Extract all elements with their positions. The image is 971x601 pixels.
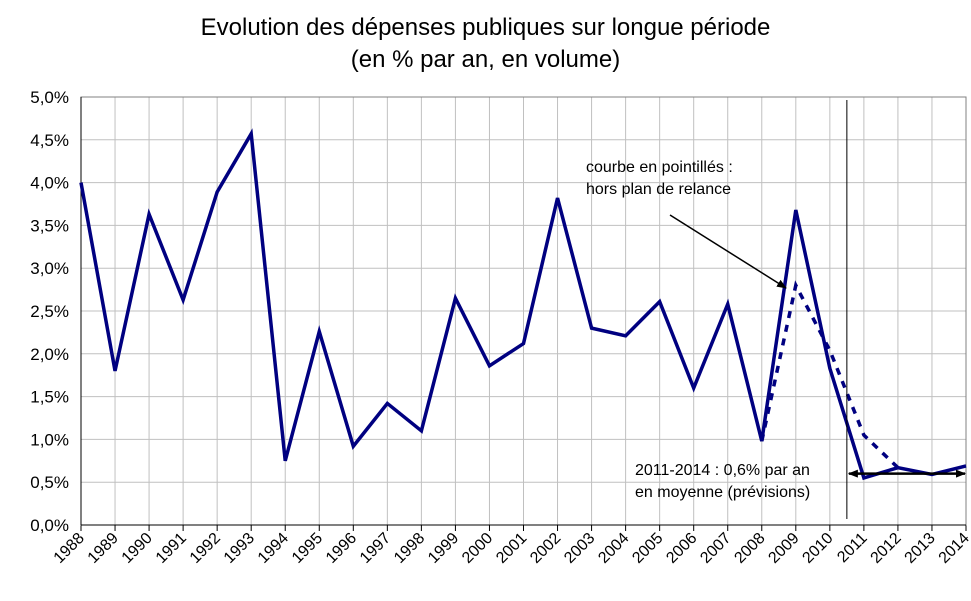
series-lines — [79, 128, 967, 481]
x-tick-label: 1990 — [119, 530, 156, 567]
x-tick-label: 1999 — [425, 530, 462, 567]
grid — [81, 96, 967, 525]
x-tick-label: 2003 — [561, 530, 598, 567]
y-tick-label: 3,5% — [30, 216, 69, 235]
y-tick-label: 0,0% — [30, 516, 69, 535]
y-tick-label: 3,0% — [30, 259, 69, 278]
annotations — [669, 100, 966, 519]
x-tick-label: 2006 — [663, 530, 700, 567]
y-tick-label: 4,5% — [30, 131, 69, 150]
x-tick-label: 2004 — [595, 530, 632, 567]
chart-title: Evolution des dépenses publiques sur lon… — [200, 14, 771, 41]
x-tick-label: 2005 — [629, 530, 666, 567]
y-tick-labels: 0,0% 0,5% 1,0% 1,5% 2,0% 2,5% 3,0% 3,5% 4,0% 4,5%… — [30, 88, 69, 535]
x-tick-label: 2014 — [936, 530, 971, 567]
y-tick-label: 2,0% — [30, 345, 69, 364]
dotted-note-line2: hors plan de relance — [586, 181, 731, 198]
x-tick-label: 2000 — [459, 530, 496, 567]
y-tick-label: 1,0% — [30, 430, 69, 449]
y-tick-label: 1,5% — [30, 388, 69, 407]
x-tick-label: 2001 — [493, 530, 530, 567]
dotted-note-arrow — [669, 214, 787, 289]
x-tick-labels: 1988198919901991199219931994199519961997… — [51, 530, 971, 567]
dotted-curve-note: courbe en pointillés : hors plan de rela… — [586, 157, 733, 201]
x-tick-label: 2010 — [799, 530, 836, 567]
chart-subtitle: (en % par an, en volume) — [350, 46, 621, 73]
x-tick-label: 1988 — [51, 530, 88, 567]
x-tick-label: 1994 — [255, 530, 292, 567]
x-tick-label: 2013 — [902, 530, 939, 567]
x-tick-label: 2009 — [765, 530, 802, 567]
forecast-note-line2: en moyenne (prévisions) — [635, 484, 811, 501]
x-tick-label: 1989 — [85, 530, 122, 567]
x-tick-label: 1991 — [153, 530, 190, 567]
x-tick-label: 1998 — [391, 530, 428, 567]
x-tick-label: 2012 — [868, 530, 905, 567]
axes — [80, 96, 967, 531]
x-tick-label: 1992 — [187, 530, 224, 567]
x-tick-label: 2002 — [527, 530, 564, 567]
series-line-hors-relance — [760, 280, 900, 469]
forecast-note-line1: 2011-2014 : 0,6% par an — [635, 462, 810, 479]
x-tick-label: 2008 — [731, 530, 768, 567]
x-tick-label: 1993 — [221, 530, 258, 567]
y-tick-label: 5,0% — [30, 88, 69, 107]
forecast-note: 2011-2014 : 0,6% par an en moyenne (prév… — [635, 460, 810, 504]
x-tick-label: 1996 — [323, 530, 360, 567]
y-tick-label: 4,0% — [30, 174, 69, 193]
x-tick-label: 2007 — [697, 530, 734, 567]
y-tick-label: 0,5% — [30, 473, 69, 492]
x-tick-label: 1997 — [357, 530, 394, 567]
dotted-note-line1: courbe en pointillés : — [586, 159, 733, 176]
x-tick-label: 2011 — [834, 530, 870, 566]
x-tick-label: 1995 — [289, 530, 326, 567]
y-tick-label: 2,5% — [30, 302, 69, 321]
